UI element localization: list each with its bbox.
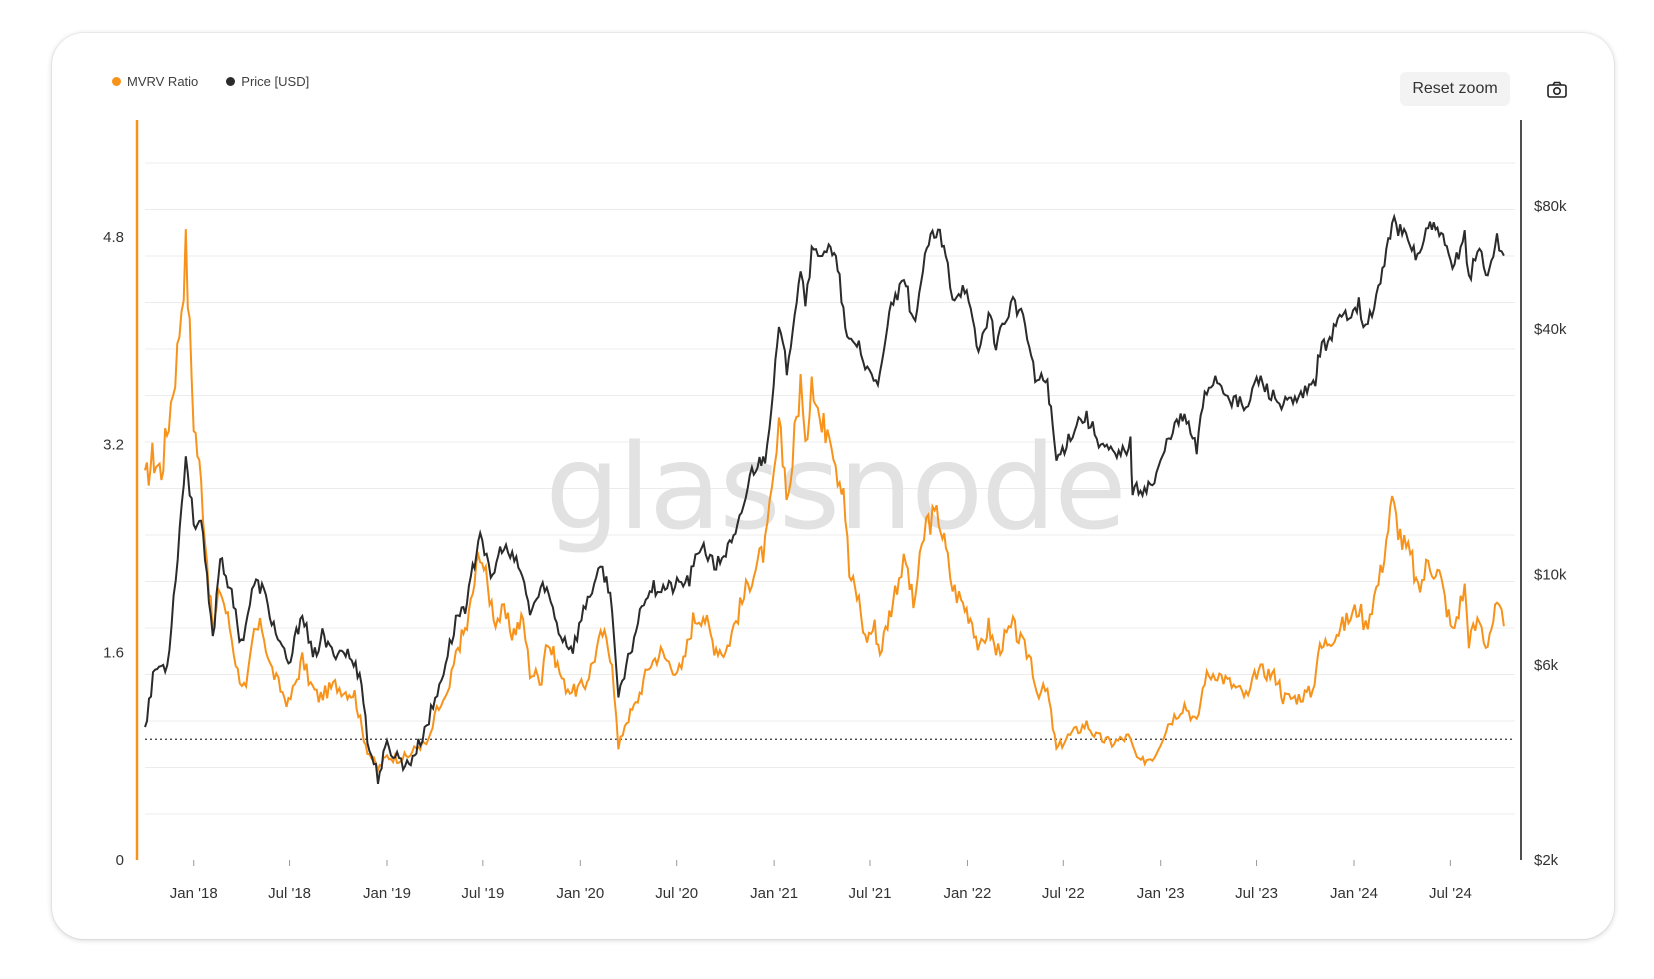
right-tick-label: $2k (1534, 852, 1559, 869)
left-tick-label: 1.6 (103, 644, 124, 661)
legend-dot-mvrv (112, 77, 121, 86)
right-tick-label: $6k (1534, 657, 1559, 674)
legend-item-price[interactable]: Price [USD] (226, 74, 309, 89)
right-tick-label: $40k (1534, 321, 1567, 338)
price-series-line (144, 213, 1505, 785)
x-tick-label: Jul '22 (1042, 885, 1085, 902)
reset-zoom-button[interactable]: Reset zoom (1400, 72, 1510, 106)
x-tick-label: Jul '18 (268, 885, 311, 902)
right-tick-label: $10k (1534, 567, 1567, 584)
left-tick-label: 3.2 (103, 437, 124, 454)
camera-icon[interactable] (1544, 77, 1570, 103)
left-tick-label: 0 (116, 852, 124, 869)
legend-label-mvrv: MVRV Ratio (127, 74, 199, 89)
x-tick-label: Jan '20 (556, 885, 604, 902)
x-tick-label: Jul '19 (461, 885, 504, 902)
legend-dot-price (226, 77, 236, 86)
left-tick-label: 4.8 (103, 229, 124, 246)
chart-card (52, 33, 1614, 939)
x-tick-label: Jan '24 (1330, 885, 1378, 902)
x-tick-label: Jan '19 (363, 885, 411, 902)
right-tick-label: $80k (1534, 198, 1567, 215)
x-tick-label: Jan '18 (170, 885, 218, 902)
legend-label-price: Price [USD] (241, 74, 310, 89)
right-axis-ticks: $2k $6k $10k $40k $80k (1534, 198, 1567, 869)
mvrv-series-line (144, 229, 1505, 773)
x-tick-label: Jan '22 (943, 885, 991, 902)
x-tick-label: Jul '20 (655, 885, 698, 902)
x-tick-label: Jul '24 (1429, 885, 1472, 902)
legend-item-mvrv[interactable]: MVRV Ratio (112, 74, 198, 89)
watermark: glassnode (545, 418, 1124, 556)
left-axis-ticks: 0 1.6 3.2 4.8 (103, 229, 124, 869)
x-tick-label: Jul '23 (1235, 885, 1278, 902)
x-tick-label: Jan '21 (750, 885, 798, 902)
x-axis-ticks: Jan '18 Jul '18 Jan '19 Jul '19 Jan '20 Jul '… (170, 860, 1472, 902)
x-tick-label: Jul '21 (849, 885, 892, 902)
chart-legend: MVRV Ratio Price [USD] (112, 74, 309, 89)
x-tick-label: Jan '23 (1137, 885, 1185, 902)
